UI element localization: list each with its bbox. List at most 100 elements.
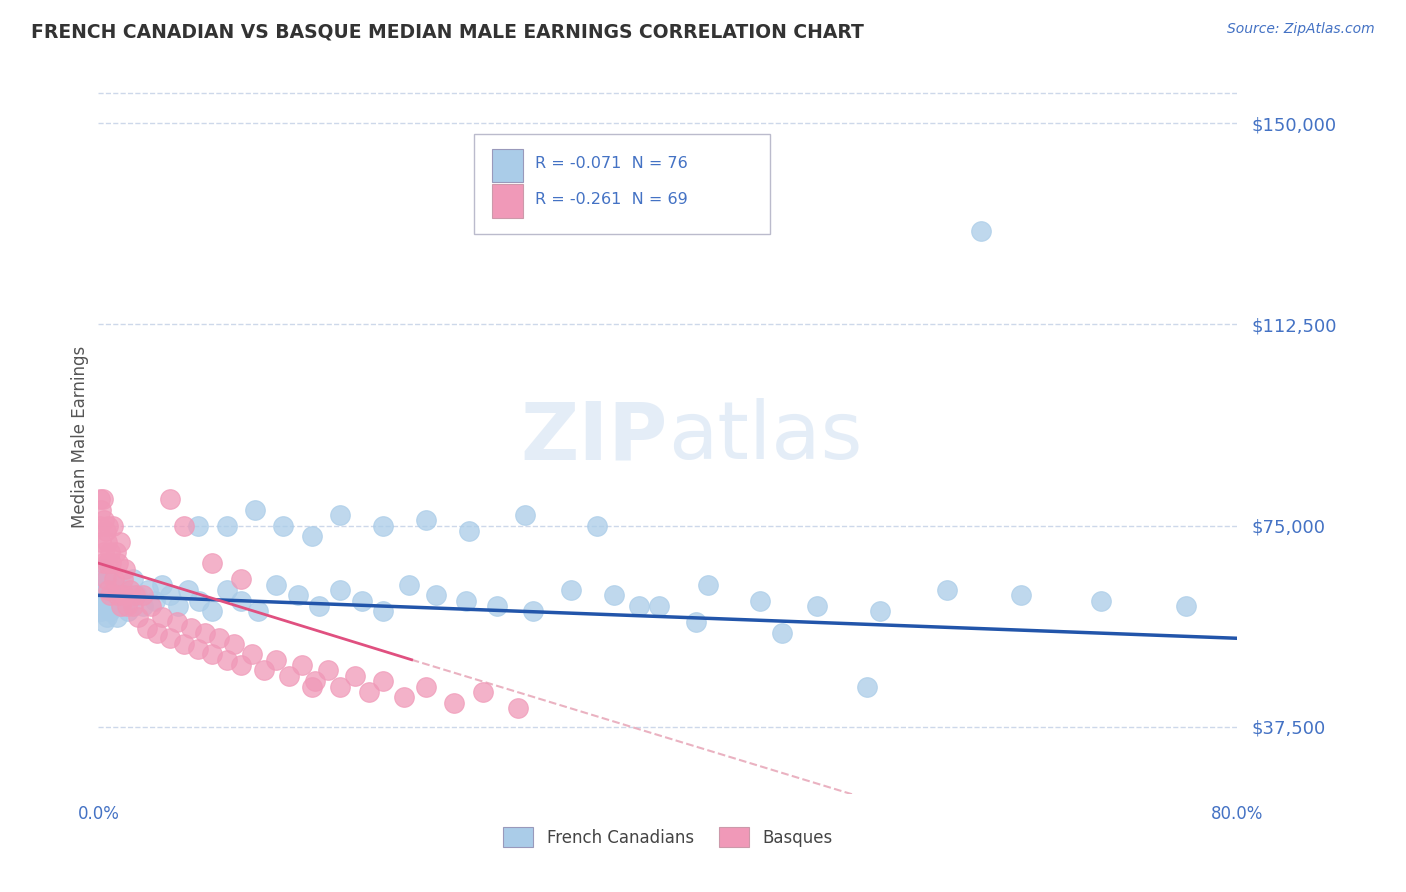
Point — [139, 599, 162, 613]
Point — [94, 599, 117, 613]
Point — [114, 593, 136, 607]
Point — [103, 577, 125, 591]
Text: FRENCH CANADIAN VS BASQUE MEDIAN MALE EARNINGS CORRELATION CHART: FRENCH CANADIAN VS BASQUE MEDIAN MALE EA… — [31, 22, 863, 41]
Point — [135, 621, 157, 635]
Point — [136, 582, 159, 597]
Point — [229, 572, 252, 586]
Point — [201, 604, 224, 618]
Point — [749, 593, 772, 607]
Point — [97, 593, 120, 607]
Point — [266, 577, 288, 591]
Point — [278, 669, 301, 683]
Point — [560, 582, 582, 597]
Point — [91, 561, 114, 575]
Point — [111, 572, 134, 586]
Point — [628, 599, 651, 613]
Point — [90, 604, 112, 618]
Point — [111, 582, 134, 597]
Point — [125, 588, 148, 602]
Point — [91, 593, 114, 607]
Point — [100, 582, 122, 597]
Text: atlas: atlas — [668, 398, 862, 476]
Point — [373, 674, 395, 689]
Point — [94, 524, 117, 538]
Point — [357, 685, 380, 699]
Point — [94, 577, 117, 591]
Point — [121, 572, 143, 586]
Point — [187, 642, 209, 657]
Point — [443, 696, 465, 710]
Point — [329, 508, 352, 522]
Point — [90, 572, 112, 586]
Point — [98, 588, 121, 602]
Point — [308, 599, 330, 613]
Point — [104, 593, 127, 607]
Point — [159, 588, 181, 602]
Point — [425, 588, 447, 602]
FancyBboxPatch shape — [492, 185, 523, 218]
Point — [457, 524, 479, 538]
Text: Source: ZipAtlas.com: Source: ZipAtlas.com — [1227, 22, 1375, 37]
Point — [115, 599, 138, 613]
Point — [1010, 588, 1032, 602]
Point — [107, 588, 129, 602]
Point — [103, 572, 125, 586]
Point — [329, 680, 352, 694]
Point — [486, 599, 509, 613]
Point — [215, 582, 238, 597]
Point — [96, 556, 118, 570]
Point — [159, 491, 181, 506]
Point — [394, 690, 416, 705]
Point — [101, 599, 124, 613]
Point — [97, 518, 120, 533]
Point — [243, 502, 266, 516]
Point — [96, 610, 118, 624]
Point — [166, 615, 188, 630]
Point — [273, 518, 295, 533]
Point — [215, 518, 238, 533]
Point — [89, 491, 111, 506]
Point — [159, 632, 181, 646]
Point — [229, 658, 252, 673]
Point — [201, 648, 224, 662]
Point — [110, 599, 132, 613]
Point — [252, 664, 274, 678]
Point — [1090, 593, 1112, 607]
Point — [89, 588, 111, 602]
Point — [127, 610, 149, 624]
Point — [373, 518, 395, 533]
Point — [90, 534, 112, 549]
Point — [93, 545, 115, 559]
Point — [105, 610, 128, 624]
Point — [316, 664, 339, 678]
Point — [301, 680, 323, 694]
Point — [329, 582, 352, 597]
Point — [696, 577, 718, 591]
Point — [1175, 599, 1198, 613]
Point — [215, 653, 238, 667]
Point — [118, 582, 141, 597]
Point — [117, 604, 139, 618]
Point — [246, 604, 269, 618]
Point — [145, 593, 167, 607]
Point — [291, 658, 314, 673]
Point — [100, 556, 122, 570]
Text: ZIP: ZIP — [520, 398, 668, 476]
Point — [201, 556, 224, 570]
Point — [240, 648, 263, 662]
Point — [93, 582, 115, 597]
Y-axis label: Median Male Earnings: Median Male Earnings — [70, 346, 89, 528]
Point — [685, 615, 707, 630]
Point — [107, 556, 129, 570]
Point — [104, 545, 127, 559]
Point — [93, 513, 115, 527]
Point — [96, 588, 118, 602]
Point — [97, 582, 120, 597]
FancyBboxPatch shape — [474, 134, 770, 234]
Point — [229, 593, 252, 607]
Point — [94, 572, 117, 586]
Point — [101, 518, 124, 533]
Point — [152, 577, 174, 591]
Point — [91, 556, 114, 570]
Point — [187, 518, 209, 533]
